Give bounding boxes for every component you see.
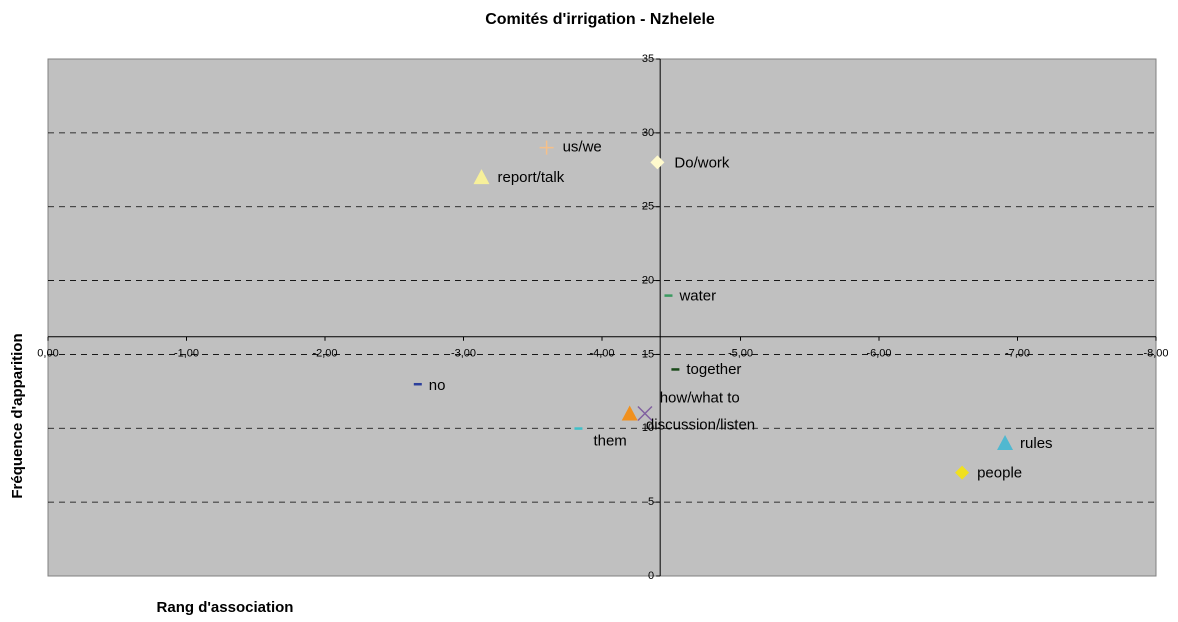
point xyxy=(637,405,653,422)
y-tick-label: 15 xyxy=(642,348,654,360)
point-label: us/we xyxy=(563,139,602,156)
point-label: people xyxy=(977,465,1022,482)
point-label: them xyxy=(593,432,626,449)
point xyxy=(574,427,583,430)
plot-area xyxy=(47,58,1157,577)
x-tick-label: -2,00 xyxy=(312,348,337,360)
y-tick-label: 10 xyxy=(642,422,654,434)
y-tick-label: 35 xyxy=(642,53,654,65)
point-label: discussion/listen xyxy=(646,416,755,433)
x-tick-label: -8,00 xyxy=(1143,348,1168,360)
x-tick-label: 0,00 xyxy=(37,348,58,360)
chart-title: Comités d'irrigation - Nzhelele xyxy=(485,11,715,28)
x-tick-label: -6,00 xyxy=(866,348,891,360)
x-tick-label: -4,00 xyxy=(589,348,614,360)
point xyxy=(671,368,680,371)
x-tick-label: -5,00 xyxy=(728,348,753,360)
point-label: report/talk xyxy=(498,169,565,186)
x-tick-label: -3,00 xyxy=(451,348,476,360)
y-axis-label: Fréquence d'apparition xyxy=(9,333,26,498)
point xyxy=(997,435,1014,451)
point-label: water xyxy=(678,287,716,304)
point xyxy=(539,140,554,155)
point-label: no xyxy=(429,377,446,394)
point-label: Do/work xyxy=(674,154,730,171)
y-tick-label: 5 xyxy=(648,496,654,508)
point-label: how/what to xyxy=(660,389,740,406)
x-tick-label: -7,00 xyxy=(1005,348,1030,360)
point-label: together xyxy=(686,361,741,378)
point-label: rules xyxy=(1020,435,1053,452)
y-tick-label: 30 xyxy=(642,127,654,139)
x-tick-label: -1,00 xyxy=(174,348,199,360)
point xyxy=(621,405,638,421)
y-tick-label: 25 xyxy=(642,201,654,213)
point xyxy=(955,465,970,480)
y-tick-label: 20 xyxy=(642,274,654,286)
point xyxy=(650,155,665,170)
point xyxy=(413,382,422,386)
y-tick-label: 0 xyxy=(648,570,654,582)
x-axis-label: Rang d'association xyxy=(157,599,294,616)
point xyxy=(473,169,490,185)
point xyxy=(664,294,673,297)
